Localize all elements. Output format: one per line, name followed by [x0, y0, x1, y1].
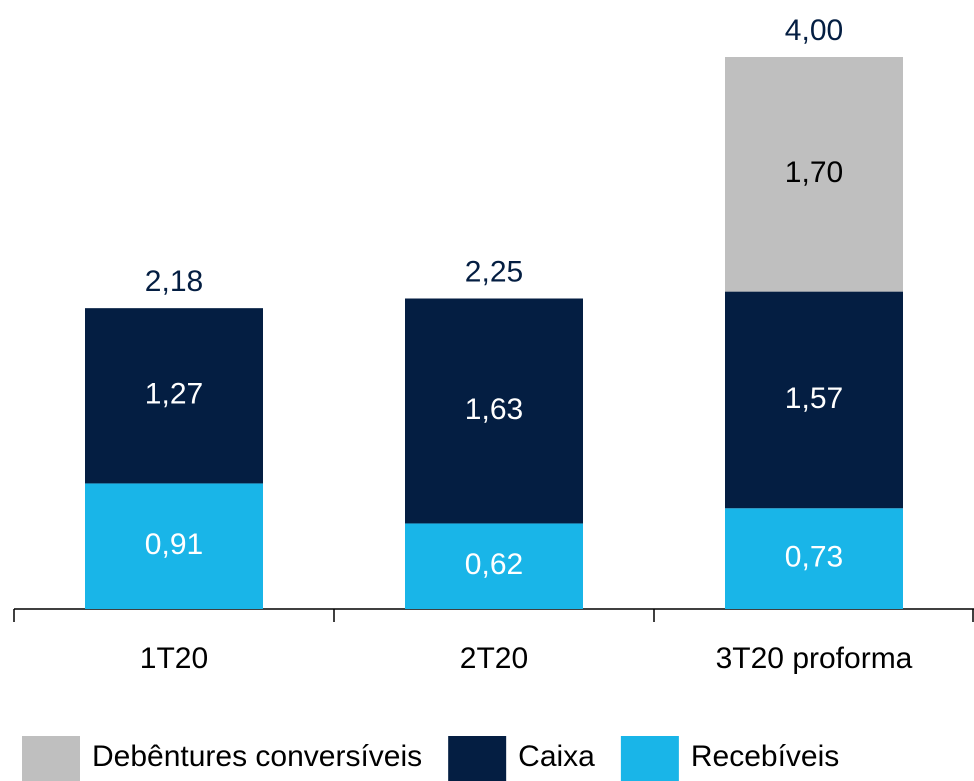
legend-swatch	[620, 736, 679, 781]
bar-segment	[85, 483, 263, 609]
data-label: 0,91	[145, 528, 203, 561]
data-label: 0,62	[465, 548, 523, 581]
bar-segment	[725, 57, 903, 292]
x-tick-label: 3T20 proforma	[716, 642, 913, 675]
data-label: 1,63	[465, 393, 523, 426]
bar-segment	[405, 523, 583, 609]
total-label: 2,18	[145, 265, 203, 298]
bar-segment	[725, 508, 903, 609]
total-label: 2,25	[465, 255, 523, 288]
bar-segment	[85, 308, 263, 484]
legend-swatch	[448, 736, 507, 781]
legend-label: Recebíveis	[691, 740, 839, 773]
x-tick-label: 1T20	[140, 642, 208, 675]
bar-segment	[405, 298, 583, 524]
data-label: 0,73	[785, 541, 843, 574]
data-label: 1,27	[145, 378, 203, 411]
legend-label: Caixa	[518, 740, 595, 773]
data-label: 1,70	[785, 156, 843, 189]
legend-swatch	[22, 736, 80, 781]
data-label: 1,57	[785, 382, 843, 415]
x-tick-label: 2T20	[460, 642, 528, 675]
legend-label: Debêntures conversíveis	[92, 740, 422, 773]
total-label: 4,00	[785, 14, 843, 47]
bar-segment	[725, 291, 903, 509]
